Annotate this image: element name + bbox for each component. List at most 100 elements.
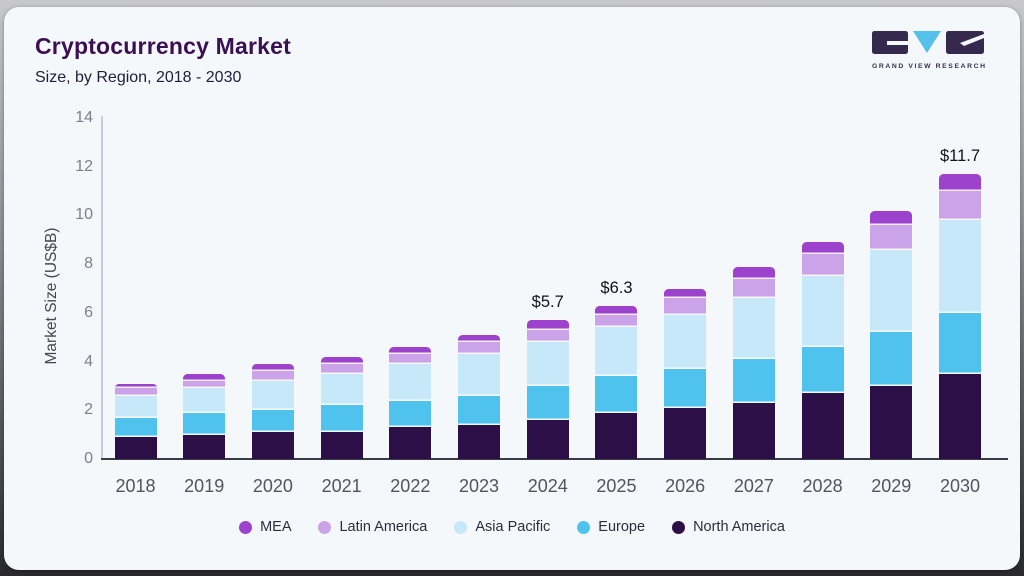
segment-latin-america-2026[interactable] bbox=[664, 298, 707, 316]
segment-north-america-2018[interactable] bbox=[114, 437, 157, 459]
segment-north-america-2020[interactable] bbox=[251, 432, 294, 459]
segment-europe-2019[interactable] bbox=[183, 412, 226, 435]
legend-item-asia-pacific[interactable]: Asia Pacific bbox=[454, 519, 550, 535]
segment-north-america-2023[interactable] bbox=[458, 424, 501, 459]
segment-mea-2021[interactable] bbox=[320, 356, 363, 365]
segment-mea-2018[interactable] bbox=[114, 383, 157, 389]
segment-europe-2021[interactable] bbox=[320, 405, 363, 433]
segment-mea-2030[interactable] bbox=[938, 174, 981, 192]
y-axis-line bbox=[101, 116, 103, 460]
segment-asia-pacific-2020[interactable] bbox=[251, 381, 294, 411]
segment-mea-2022[interactable] bbox=[389, 346, 432, 355]
bar-2028[interactable] bbox=[801, 242, 844, 459]
segment-asia-pacific-2022[interactable] bbox=[389, 364, 432, 401]
segment-north-america-2030[interactable] bbox=[938, 373, 981, 459]
x-tick-2023: 2023 bbox=[459, 476, 500, 496]
segment-latin-america-2023[interactable] bbox=[458, 342, 501, 355]
segment-latin-america-2027[interactable] bbox=[732, 278, 775, 299]
segment-mea-2025[interactable] bbox=[595, 305, 638, 316]
segment-asia-pacific-2023[interactable] bbox=[458, 354, 501, 396]
page-title: Cryptocurrency Market bbox=[35, 33, 292, 59]
segment-mea-2019[interactable] bbox=[183, 373, 226, 382]
bar-2029[interactable] bbox=[870, 210, 913, 459]
bar-2026[interactable] bbox=[664, 288, 707, 459]
segment-north-america-2019[interactable] bbox=[183, 434, 226, 459]
segment-europe-2018[interactable] bbox=[114, 417, 157, 438]
x-tick-2019: 2019 bbox=[184, 476, 225, 496]
segment-asia-pacific-2026[interactable] bbox=[664, 315, 707, 369]
y-tick-0: 0 bbox=[84, 450, 93, 467]
segment-europe-2024[interactable] bbox=[526, 385, 569, 421]
segment-north-america-2028[interactable] bbox=[801, 393, 844, 459]
segment-europe-2027[interactable] bbox=[732, 359, 775, 403]
segment-north-america-2025[interactable] bbox=[595, 412, 638, 459]
y-tick-6: 6 bbox=[84, 303, 93, 321]
bar-2018[interactable] bbox=[114, 383, 157, 459]
legend-item-europe[interactable]: Europe bbox=[577, 519, 645, 535]
segment-europe-2023[interactable] bbox=[458, 395, 501, 425]
segment-mea-2029[interactable] bbox=[870, 210, 913, 226]
segment-mea-2028[interactable] bbox=[801, 242, 844, 255]
segment-latin-america-2029[interactable] bbox=[870, 225, 913, 250]
y-tick-14: 14 bbox=[75, 109, 93, 126]
segment-asia-pacific-2025[interactable] bbox=[595, 327, 638, 377]
bar-2021[interactable] bbox=[320, 356, 363, 459]
x-tick-2027: 2027 bbox=[733, 476, 774, 496]
segment-latin-america-2022[interactable] bbox=[389, 354, 432, 365]
segment-asia-pacific-2024[interactable] bbox=[526, 342, 569, 386]
bar-2020[interactable] bbox=[251, 364, 294, 459]
segment-latin-america-2019[interactable] bbox=[183, 381, 226, 389]
segment-north-america-2022[interactable] bbox=[389, 427, 432, 459]
segment-asia-pacific-2030[interactable] bbox=[938, 220, 981, 313]
segment-latin-america-2020[interactable] bbox=[251, 371, 294, 382]
y-tick-4: 4 bbox=[84, 352, 93, 370]
y-tick-8: 8 bbox=[84, 255, 93, 273]
y-tick-2: 2 bbox=[84, 401, 93, 419]
segment-mea-2020[interactable] bbox=[251, 364, 294, 372]
segment-latin-america-2025[interactable] bbox=[595, 315, 638, 328]
legend-dot-asia-pacific bbox=[454, 520, 468, 534]
segment-north-america-2027[interactable] bbox=[732, 402, 775, 459]
segment-europe-2026[interactable] bbox=[664, 368, 707, 408]
segment-asia-pacific-2028[interactable] bbox=[801, 276, 844, 347]
segment-europe-2029[interactable] bbox=[870, 332, 913, 386]
segment-latin-america-2021[interactable] bbox=[320, 364, 363, 374]
segment-north-america-2026[interactable] bbox=[664, 407, 707, 459]
segment-asia-pacific-2021[interactable] bbox=[320, 373, 363, 406]
segment-asia-pacific-2019[interactable] bbox=[183, 388, 226, 413]
segment-mea-2026[interactable] bbox=[664, 288, 707, 299]
segment-north-america-2021[interactable] bbox=[320, 432, 363, 459]
segment-latin-america-2028[interactable] bbox=[801, 254, 844, 277]
segment-north-america-2024[interactable] bbox=[526, 420, 569, 459]
segment-asia-pacific-2018[interactable] bbox=[114, 395, 157, 418]
segment-asia-pacific-2027[interactable] bbox=[732, 298, 775, 360]
segment-europe-2022[interactable] bbox=[389, 400, 432, 428]
segment-europe-2025[interactable] bbox=[595, 376, 638, 413]
legend-item-mea[interactable]: MEA bbox=[239, 519, 291, 535]
bar-2024[interactable]: $5.7 bbox=[526, 293, 569, 459]
segment-latin-america-2018[interactable] bbox=[114, 388, 157, 396]
segment-mea-2024[interactable] bbox=[526, 320, 569, 330]
segment-mea-2023[interactable] bbox=[458, 334, 501, 343]
bar-2030[interactable]: $11.7 bbox=[938, 147, 981, 459]
segment-mea-2027[interactable] bbox=[732, 266, 775, 279]
segment-europe-2028[interactable] bbox=[801, 346, 844, 394]
legend-item-north-america[interactable]: North America bbox=[672, 519, 785, 535]
bar-2025[interactable]: $6.3 bbox=[595, 279, 638, 459]
segment-latin-america-2024[interactable] bbox=[526, 329, 569, 343]
segment-europe-2030[interactable] bbox=[938, 312, 981, 374]
bar-2019[interactable] bbox=[183, 373, 226, 459]
legend-label: Asia Pacific bbox=[475, 519, 551, 535]
legend-dot-mea bbox=[239, 520, 253, 534]
bar-2023[interactable] bbox=[458, 334, 501, 459]
bar-2027[interactable] bbox=[732, 266, 775, 459]
legend-item-latin-america[interactable]: Latin America bbox=[318, 519, 427, 535]
bar-2022[interactable] bbox=[389, 346, 432, 459]
segment-north-america-2029[interactable] bbox=[870, 385, 913, 459]
segment-europe-2020[interactable] bbox=[251, 410, 294, 433]
segment-latin-america-2030[interactable] bbox=[938, 191, 981, 221]
x-tick-2022: 2022 bbox=[390, 476, 431, 496]
x-tick-2026: 2026 bbox=[665, 476, 706, 496]
segment-asia-pacific-2029[interactable] bbox=[870, 249, 913, 333]
